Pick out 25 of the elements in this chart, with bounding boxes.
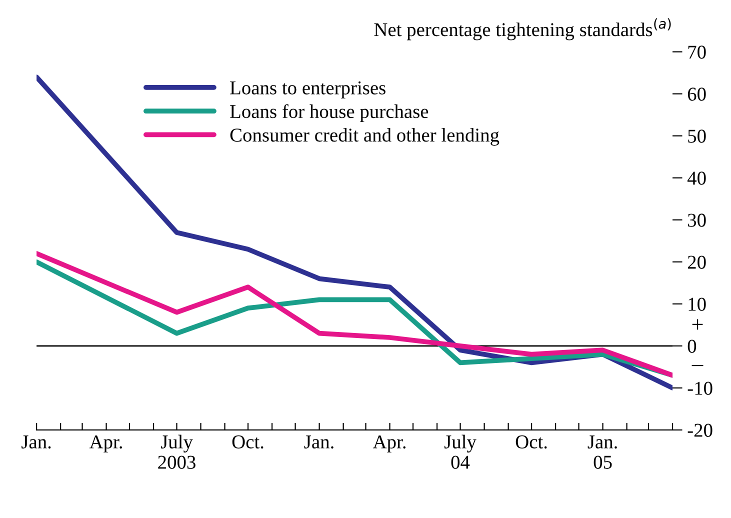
x-tick-label: Apr. [372,435,406,452]
x-tick-label: Oct. [516,435,547,449]
y-tick-label: -10 [688,382,712,395]
y-axis-title: Net percentage tightening standards$^{(a)}$ [374,18,671,40]
y-tick-label: 30 [688,214,706,227]
x-tick-label: Jan. [304,436,334,449]
y-tick-label: 60 [688,88,706,101]
text: + [692,319,703,330]
y-tick-label: 20 [688,256,706,269]
x-tick-label: Oct. [232,435,264,449]
y-tick-label: 70 [688,46,706,59]
x-tick-label: July 2003 [158,434,196,469]
x-tick-label: July 04 [444,434,476,469]
x-tick-label: Jan. 05 [588,436,617,469]
legend-label: Consumer credit and other lending [230,128,500,146]
x-tick-label: Apr. [89,435,122,452]
y-tick-label: -20 [688,424,712,437]
text: – [692,364,704,366]
y-tick-label: 50 [688,130,706,143]
legend-label: Loans to enterprises [230,81,386,98]
legend-label: Loans for house purchase [230,104,428,122]
y-tick-label: 0 [688,340,696,353]
y-tick-label: 40 [687,172,706,185]
x-tick-label: Jan. [22,436,51,449]
y-tick-label: 10 [688,298,706,311]
